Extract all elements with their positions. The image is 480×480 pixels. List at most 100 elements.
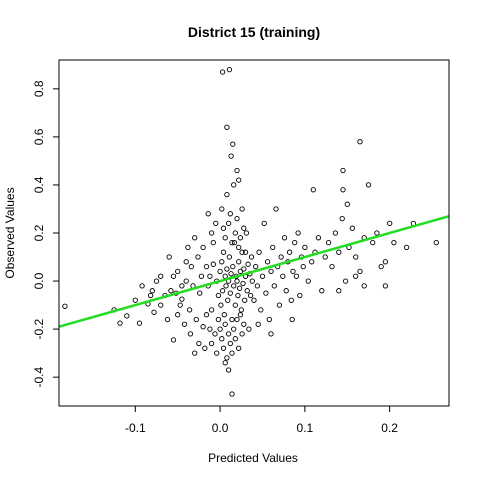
data-point	[159, 303, 163, 307]
data-point	[229, 154, 233, 158]
data-point	[235, 317, 239, 321]
data-point	[182, 322, 186, 326]
data-point	[290, 317, 294, 321]
data-point	[375, 231, 379, 235]
data-point	[341, 168, 345, 172]
data-point	[184, 260, 188, 264]
data-point	[383, 284, 387, 288]
data-point	[216, 293, 220, 297]
data-point	[235, 168, 239, 172]
data-point	[225, 267, 229, 271]
data-point	[63, 304, 67, 308]
data-point	[233, 231, 237, 235]
data-point	[240, 207, 244, 211]
data-point	[154, 279, 158, 283]
data-point	[226, 298, 230, 302]
data-point	[216, 317, 220, 321]
data-point	[249, 255, 253, 259]
fit-line	[59, 216, 449, 327]
data-point	[247, 327, 251, 331]
data-point	[271, 245, 275, 249]
data-point	[220, 337, 224, 341]
data-point	[223, 322, 227, 326]
data-point	[358, 140, 362, 144]
y-axis: -0.4 -0.2 0.0 0.2 0.4 0.6 0.8	[32, 80, 59, 387]
data-point	[209, 341, 213, 345]
data-point	[237, 178, 241, 182]
data-point	[341, 188, 345, 192]
data-point	[323, 255, 327, 259]
data-point	[404, 245, 408, 249]
y-axis-label: Observed Values	[3, 187, 17, 278]
data-point	[186, 245, 190, 249]
data-point	[272, 284, 276, 288]
fit-line-layer	[59, 216, 449, 327]
y-tick-label: 0.0	[32, 272, 46, 289]
data-point	[208, 274, 212, 278]
data-point	[240, 332, 244, 336]
data-point	[228, 341, 232, 345]
data-point	[238, 313, 242, 317]
data-point	[264, 291, 268, 295]
data-point	[218, 269, 222, 273]
data-point	[250, 279, 254, 283]
data-point	[343, 279, 347, 283]
data-point	[289, 298, 293, 302]
data-point	[281, 274, 285, 278]
data-point	[226, 332, 230, 336]
data-point	[178, 303, 182, 307]
data-point	[379, 264, 383, 268]
data-point	[287, 250, 291, 254]
data-point	[241, 281, 245, 285]
data-point	[269, 332, 273, 336]
data-point	[225, 192, 229, 196]
data-point	[220, 289, 224, 293]
data-point	[198, 291, 202, 295]
y-tick-label: 0.4	[32, 176, 46, 193]
data-point	[237, 245, 241, 249]
data-point	[233, 337, 237, 341]
data-point	[242, 322, 246, 326]
data-point	[176, 313, 180, 317]
data-point	[330, 264, 334, 268]
data-point	[232, 183, 236, 187]
data-point	[231, 264, 235, 268]
data-point	[201, 245, 205, 249]
data-point	[180, 284, 184, 288]
data-point	[236, 293, 240, 297]
data-point	[223, 361, 227, 365]
data-point	[269, 269, 273, 273]
data-point	[223, 236, 227, 240]
data-point	[366, 183, 370, 187]
data-point	[226, 221, 230, 225]
data-point	[282, 236, 286, 240]
data-point	[333, 231, 337, 235]
data-point	[267, 317, 271, 321]
data-point	[209, 308, 213, 312]
data-point	[246, 262, 250, 266]
data-point	[230, 392, 234, 396]
data-point	[133, 298, 137, 302]
data-point	[233, 303, 237, 307]
y-tick-label: 0.2	[32, 224, 46, 241]
data-point	[148, 293, 152, 297]
data-point	[206, 212, 210, 216]
data-point	[187, 308, 191, 312]
data-point	[284, 289, 288, 293]
x-tick-label: 0.0	[212, 421, 229, 435]
data-point	[193, 236, 197, 240]
data-point	[354, 274, 358, 278]
data-point	[180, 297, 184, 301]
x-axis-label: Predicted Values	[208, 451, 298, 465]
data-point	[243, 298, 247, 302]
data-point	[209, 231, 213, 235]
points-layer	[63, 67, 439, 396]
data-point	[176, 269, 180, 273]
data-point	[388, 221, 392, 225]
data-point	[245, 289, 249, 293]
data-point	[188, 332, 192, 336]
data-point	[137, 321, 141, 325]
data-point	[291, 269, 295, 273]
data-point	[257, 250, 261, 254]
data-point	[225, 125, 229, 129]
